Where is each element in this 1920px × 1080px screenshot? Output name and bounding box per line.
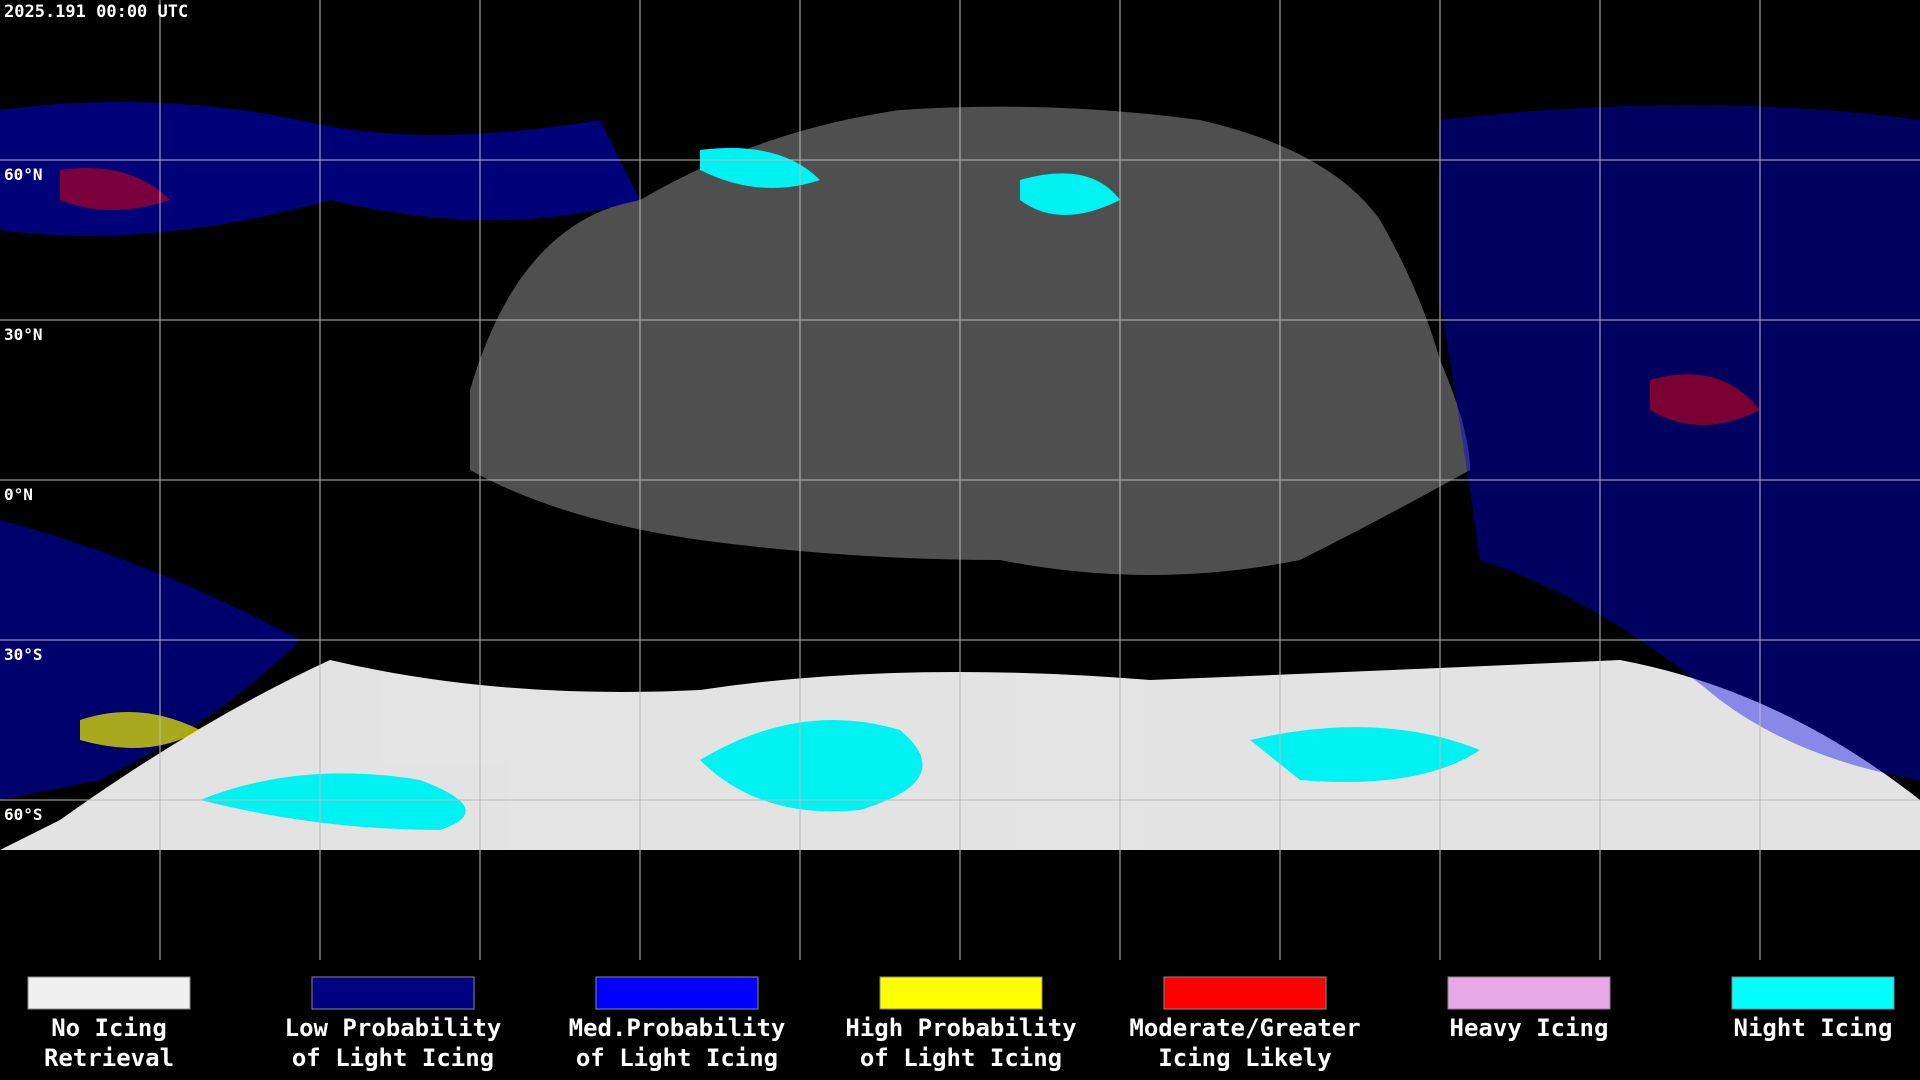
graticule [0, 0, 1920, 960]
legend-label: High Probability [845, 1014, 1076, 1042]
legend-swatch [1163, 976, 1327, 1010]
legend-label: Med.Probability [569, 1014, 786, 1042]
latitude-label: 30°S [4, 645, 43, 664]
legend-swatch [595, 976, 759, 1010]
legend-label: Low Probability [285, 1014, 502, 1042]
latitude-label: 30°N [4, 325, 43, 344]
latitude-labels: 60°N 30°N 0°N 30°S 60°S [4, 165, 43, 824]
legend-label: Icing Likely [1158, 1044, 1331, 1072]
legend-label: No Icing [51, 1014, 167, 1042]
legend-swatch [311, 976, 475, 1010]
legend-label: Retrieval [44, 1044, 174, 1072]
legend-label: of Light Icing [292, 1044, 494, 1072]
legend-label: Moderate/Greater [1129, 1014, 1360, 1042]
latitude-label: 60°S [4, 805, 43, 824]
legend-label: of Light Icing [576, 1044, 778, 1072]
latitude-label: 0°N [4, 485, 33, 504]
legend-label: of Light Icing [860, 1044, 1062, 1072]
legend-label: Heavy Icing [1450, 1014, 1609, 1042]
legend-swatch [1447, 976, 1611, 1010]
legend-swatch [879, 976, 1043, 1010]
timestamp: 2025.191 00:00 UTC [4, 2, 188, 22]
legend-label: Night Icing [1734, 1014, 1893, 1042]
latitude-label: 60°N [4, 165, 43, 184]
legend-swatch [1731, 976, 1895, 1010]
legend-swatch [27, 976, 191, 1010]
